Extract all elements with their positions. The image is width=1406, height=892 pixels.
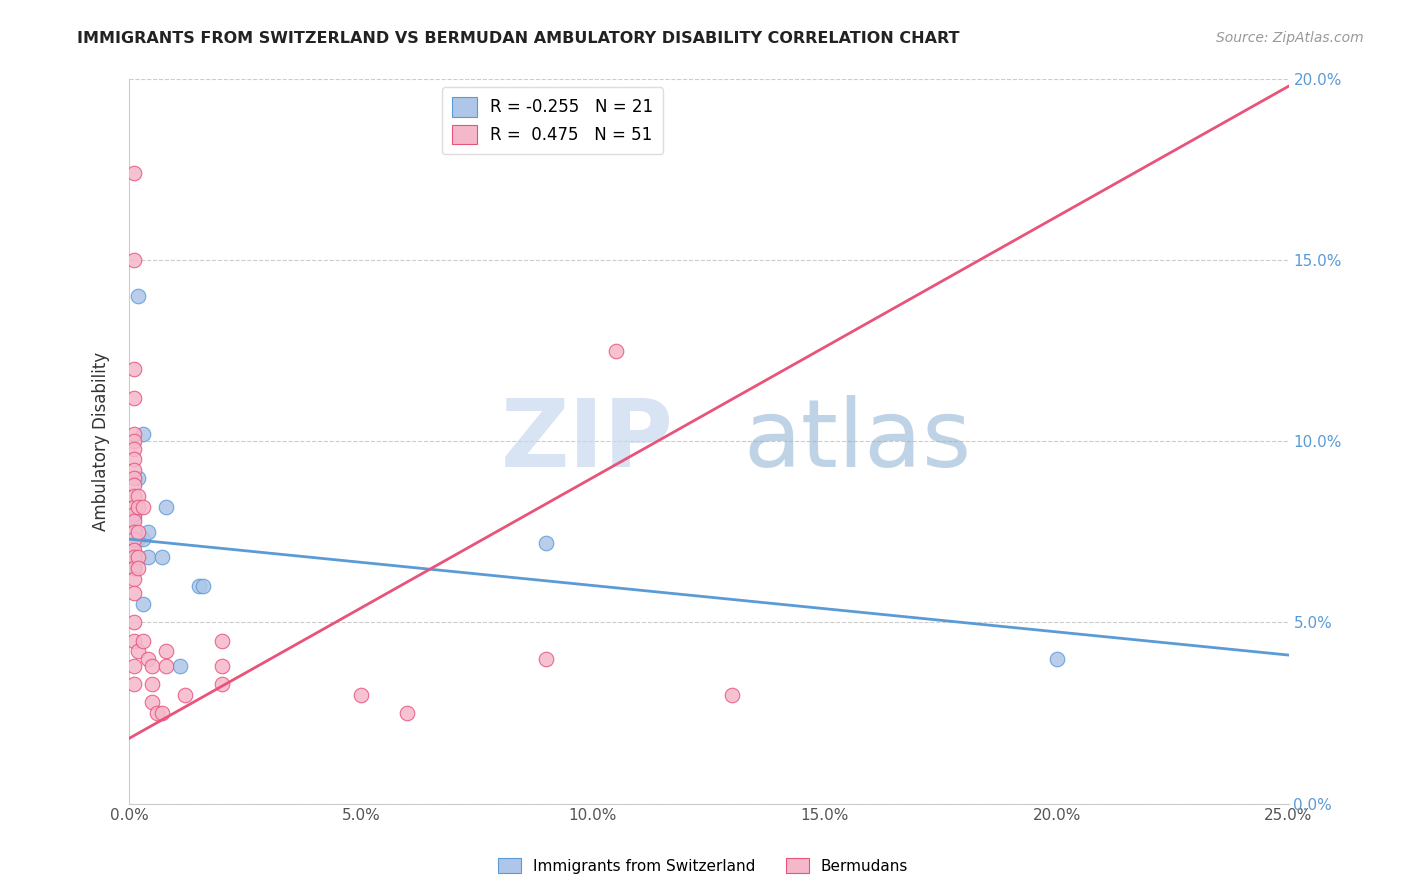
Point bbox=[396, 706, 419, 720]
Point bbox=[1046, 651, 1069, 665]
Point bbox=[122, 391, 145, 405]
Point bbox=[122, 550, 145, 565]
Point bbox=[211, 633, 233, 648]
Point bbox=[193, 579, 215, 593]
Point bbox=[122, 489, 145, 503]
Point bbox=[127, 550, 149, 565]
Point bbox=[155, 659, 177, 673]
Point bbox=[122, 550, 145, 565]
Legend: Immigrants from Switzerland, Bermudans: Immigrants from Switzerland, Bermudans bbox=[492, 852, 914, 880]
Point bbox=[122, 677, 145, 691]
Legend: R = -0.255   N = 21, R =  0.475   N = 51: R = -0.255 N = 21, R = 0.475 N = 51 bbox=[441, 87, 664, 154]
Point bbox=[132, 427, 155, 442]
Point bbox=[122, 561, 145, 575]
Point bbox=[122, 633, 145, 648]
Point bbox=[127, 644, 149, 658]
Point bbox=[173, 688, 195, 702]
Text: IMMIGRANTS FROM SWITZERLAND VS BERMUDAN AMBULATORY DISABILITY CORRELATION CHART: IMMIGRANTS FROM SWITZERLAND VS BERMUDAN … bbox=[77, 31, 960, 46]
Point bbox=[211, 677, 233, 691]
Point bbox=[127, 489, 149, 503]
Point bbox=[122, 524, 145, 539]
Point bbox=[122, 463, 145, 477]
Point bbox=[122, 442, 145, 456]
Point bbox=[127, 289, 149, 303]
Point bbox=[150, 706, 173, 720]
Point bbox=[127, 470, 149, 484]
Point bbox=[150, 550, 173, 565]
Point bbox=[132, 500, 155, 514]
Text: atlas: atlas bbox=[744, 395, 972, 487]
Point bbox=[122, 659, 145, 673]
Point bbox=[536, 651, 558, 665]
Point bbox=[122, 253, 145, 268]
Point bbox=[122, 532, 145, 546]
Point bbox=[122, 510, 145, 524]
Text: Source: ZipAtlas.com: Source: ZipAtlas.com bbox=[1216, 31, 1364, 45]
Point bbox=[122, 535, 145, 549]
Y-axis label: Ambulatory Disability: Ambulatory Disability bbox=[93, 351, 110, 531]
Point bbox=[127, 561, 149, 575]
Text: ZIP: ZIP bbox=[501, 395, 673, 487]
Point bbox=[122, 434, 145, 449]
Point bbox=[155, 500, 177, 514]
Point bbox=[141, 695, 163, 709]
Point bbox=[136, 524, 159, 539]
Point bbox=[132, 598, 155, 612]
Point bbox=[132, 532, 155, 546]
Point bbox=[122, 427, 145, 442]
Point bbox=[122, 514, 145, 528]
Point bbox=[122, 166, 145, 180]
Point bbox=[122, 452, 145, 467]
Point bbox=[122, 507, 145, 521]
Point bbox=[169, 659, 191, 673]
Point bbox=[122, 532, 145, 546]
Point bbox=[136, 651, 159, 665]
Point bbox=[141, 659, 163, 673]
Point bbox=[122, 470, 145, 484]
Point bbox=[122, 586, 145, 600]
Point bbox=[122, 572, 145, 586]
Point bbox=[122, 361, 145, 376]
Point bbox=[122, 477, 145, 491]
Point bbox=[132, 633, 155, 648]
Point bbox=[536, 535, 558, 549]
Point bbox=[187, 579, 209, 593]
Point bbox=[136, 550, 159, 565]
Point bbox=[605, 343, 627, 358]
Point bbox=[155, 644, 177, 658]
Point bbox=[146, 706, 169, 720]
Point bbox=[122, 615, 145, 630]
Point bbox=[141, 677, 163, 691]
Point bbox=[122, 524, 145, 539]
Point bbox=[350, 688, 373, 702]
Point bbox=[122, 561, 145, 575]
Point bbox=[127, 500, 149, 514]
Point bbox=[127, 532, 149, 546]
Point bbox=[721, 688, 744, 702]
Point bbox=[127, 524, 149, 539]
Point bbox=[122, 500, 145, 514]
Point bbox=[122, 543, 145, 558]
Point bbox=[211, 659, 233, 673]
